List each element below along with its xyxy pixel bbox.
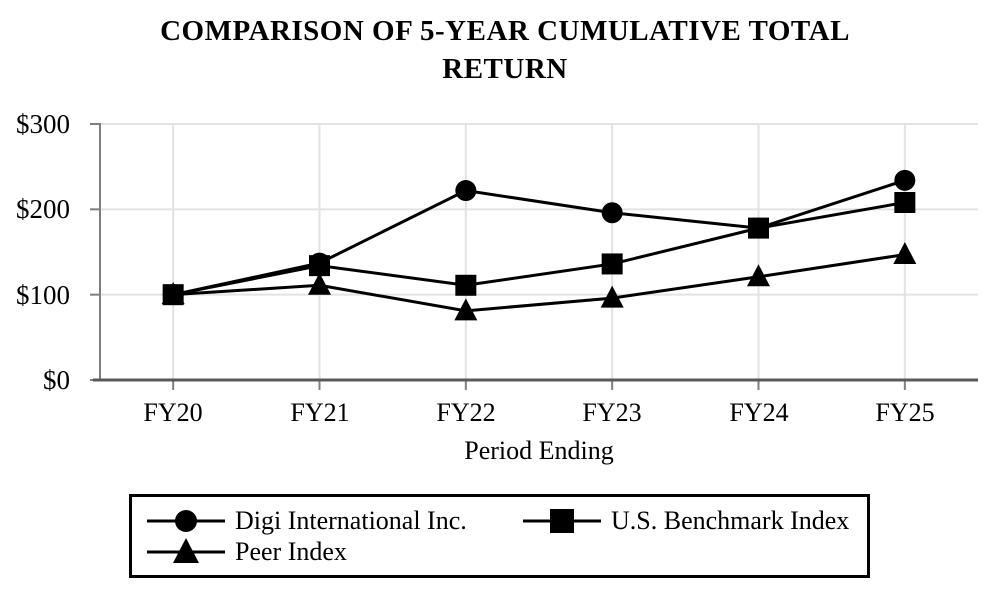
y-axis-tick-300: $300 — [16, 109, 70, 139]
x-axis-tick-fy22: FY22 — [436, 398, 496, 427]
legend-box: Digi International Inc. U.S. Benchmark I… — [129, 494, 870, 578]
legend-item-peer: Peer Index — [146, 537, 347, 566]
legend-item-benchmark: U.S. Benchmark Index — [522, 506, 850, 535]
chart-title-line1: COMPARISON OF 5-YEAR CUMULATIVE TOTAL — [160, 15, 850, 47]
triangle-marker-icon — [147, 538, 225, 563]
y-axis-tick-200: $200 — [16, 194, 70, 224]
legend-label-benchmark: U.S. Benchmark Index — [611, 506, 850, 535]
x-axis-tick-fy25: FY25 — [875, 398, 935, 427]
legend-item-digi: Digi International Inc. — [146, 506, 467, 535]
chart-title: COMPARISON OF 5-YEAR CUMULATIVE TOTAL RE… — [5, 12, 1000, 88]
square-marker-icon — [523, 509, 601, 533]
y-axis-tick-100: $100 — [16, 280, 70, 310]
x-axis-tick-fy23: FY23 — [582, 398, 642, 427]
x-axis-tick-fy21: FY21 — [290, 398, 350, 427]
x-axis-tick-fy24: FY24 — [729, 398, 789, 427]
legend-label-peer: Peer Index — [235, 537, 347, 566]
chart-title-line2: RETURN — [442, 53, 568, 85]
x-axis-tick-fy20: FY20 — [143, 398, 203, 427]
y-axis-tick-0: $0 — [43, 365, 70, 395]
x-axis-title: Period Ending — [464, 436, 614, 465]
circle-marker-icon — [147, 510, 225, 532]
legend-label-digi: Digi International Inc. — [235, 506, 467, 535]
